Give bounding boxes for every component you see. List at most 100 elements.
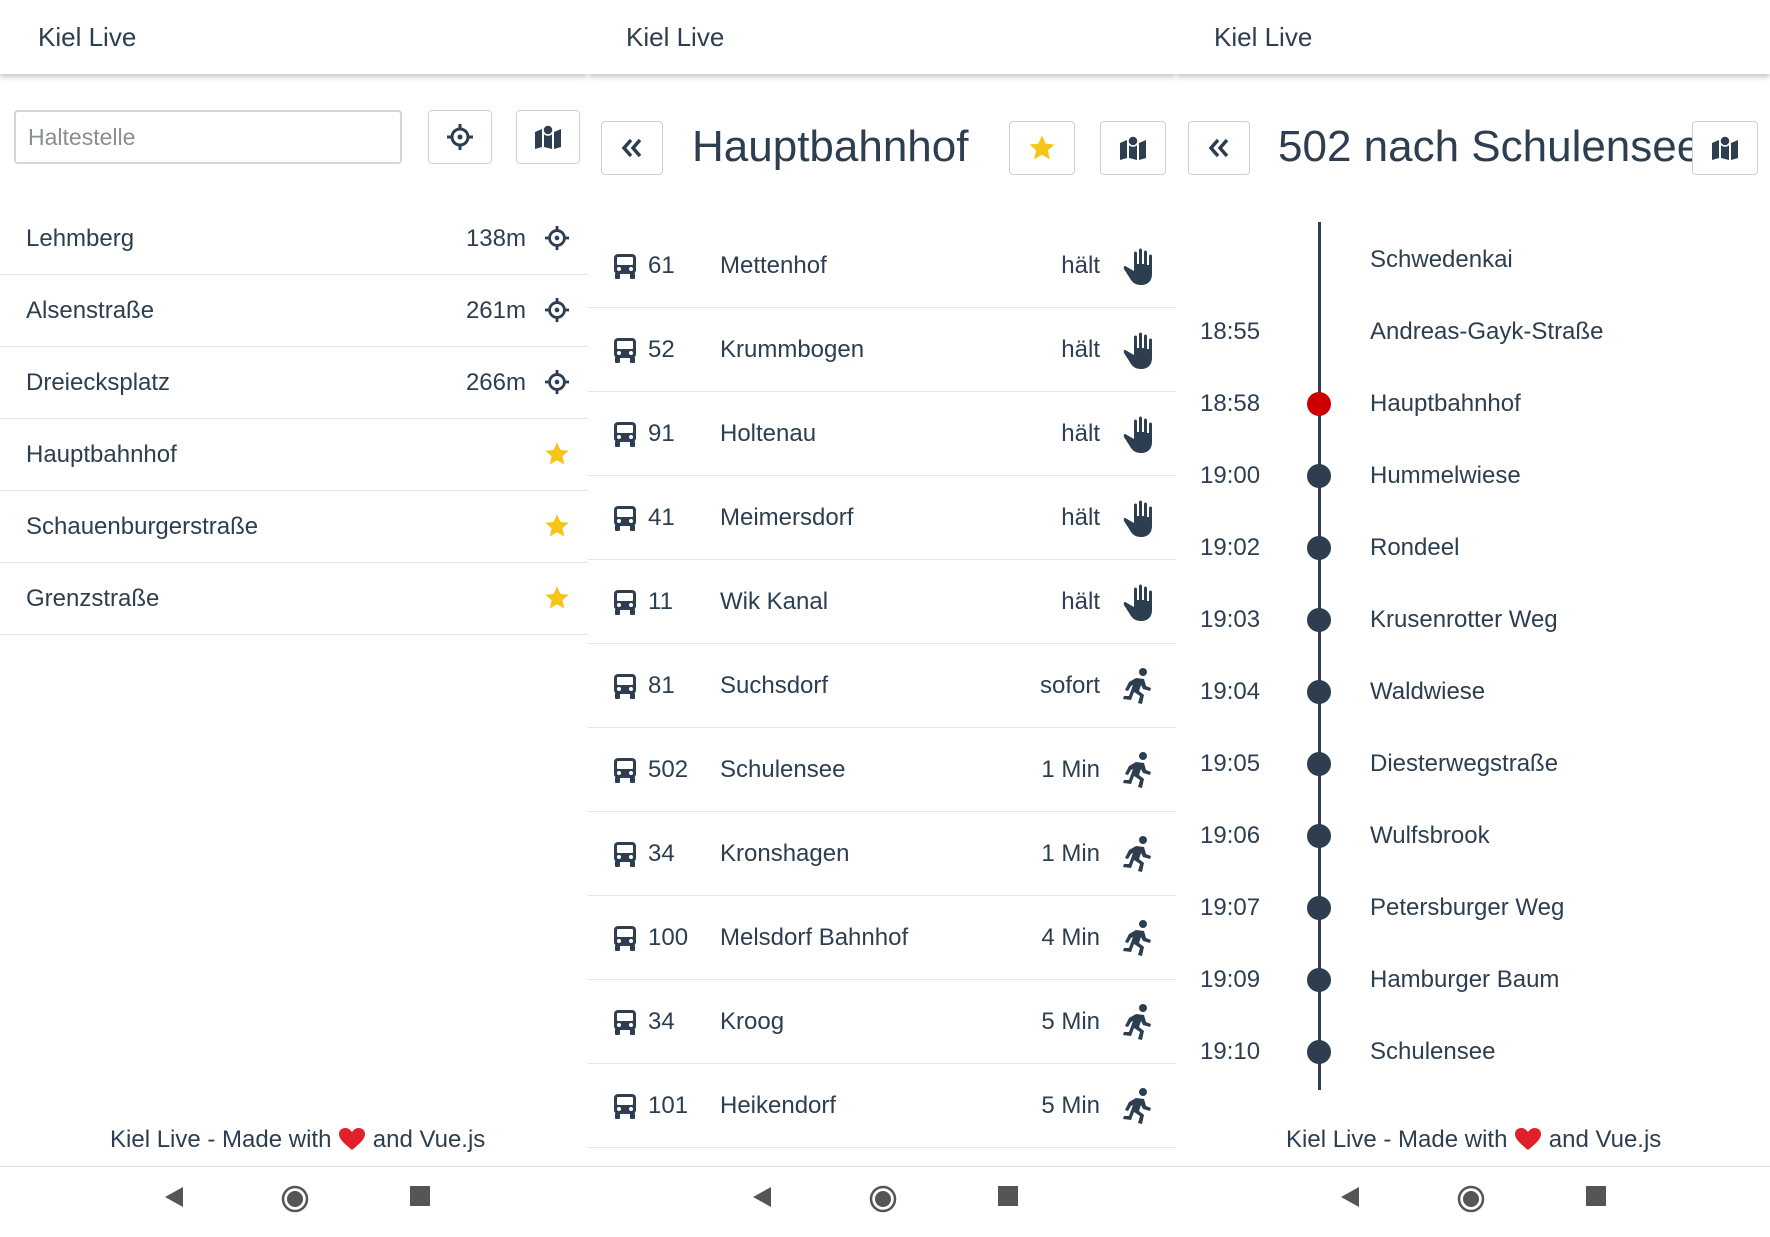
stop-marker xyxy=(1307,608,1331,632)
departure-time: 1 Min xyxy=(1041,756,1100,783)
departure-row[interactable]: 101 Heikendorf 5 Min xyxy=(588,1064,1176,1148)
timeline-line xyxy=(1318,222,1321,1090)
stop-name: Krusenrotter Weg xyxy=(1370,606,1558,633)
trip-stop-row[interactable]: 19:09 Hamburger Baum xyxy=(1176,944,1770,1016)
departure-row[interactable]: 34 Kroog 5 Min xyxy=(588,980,1176,1064)
departure-row[interactable]: 61 Mettenhof hält xyxy=(588,224,1176,308)
stop-list-item[interactable]: Grenzstraße xyxy=(0,563,588,635)
star-icon[interactable] xyxy=(544,441,570,467)
running-icon xyxy=(1118,918,1158,958)
trip-stop-row[interactable]: 19:03 Krusenrotter Weg xyxy=(1176,584,1770,656)
trip-stop-row[interactable]: Schwedenkai xyxy=(1176,224,1770,296)
favorite-button[interactable] xyxy=(1009,121,1075,175)
back-nav-icon[interactable] xyxy=(163,1185,185,1209)
locate-button[interactable] xyxy=(428,110,492,164)
bus-icon xyxy=(612,756,638,784)
departure-time: sofort xyxy=(1039,672,1100,699)
back-button[interactable] xyxy=(1188,121,1250,175)
bus-icon xyxy=(612,1092,638,1120)
hand-icon xyxy=(1118,414,1158,454)
bus-icon xyxy=(612,420,638,448)
line-number: 11 xyxy=(648,588,673,615)
trip-stop-row[interactable]: 19:00 Hummelwiese xyxy=(1176,440,1770,512)
crosshair-icon[interactable] xyxy=(544,225,570,251)
heart-icon xyxy=(339,1128,366,1150)
recents-nav-icon[interactable] xyxy=(997,1185,1019,1207)
back-nav-icon[interactable] xyxy=(751,1185,773,1209)
stop-distance: 266m xyxy=(465,369,526,396)
stop-time: 19:06 xyxy=(1200,822,1261,849)
home-nav-icon[interactable] xyxy=(281,1185,309,1213)
departure-row[interactable]: 91 Holtenau hält xyxy=(588,392,1176,476)
destination: Krummbogen xyxy=(720,336,865,363)
stop-list-item[interactable]: Lehmberg 138m xyxy=(0,203,588,275)
stop-list-item[interactable]: Alsenstraße 261m xyxy=(0,275,588,347)
stop-search-input[interactable] xyxy=(14,110,402,164)
back-button[interactable] xyxy=(601,121,663,175)
crosshair-icon[interactable] xyxy=(544,369,570,395)
trip-stop-row[interactable]: 19:07 Petersburger Weg xyxy=(1176,872,1770,944)
stop-list-item[interactable]: Hauptbahnhof xyxy=(0,419,588,491)
star-icon[interactable] xyxy=(544,513,570,539)
current-stop-marker xyxy=(1307,392,1331,416)
recents-nav-icon[interactable] xyxy=(409,1185,431,1207)
stop-name: Grenzstraße xyxy=(26,585,160,612)
map-button[interactable] xyxy=(516,110,580,164)
star-icon xyxy=(1029,135,1055,160)
line-number: 41 xyxy=(648,504,675,531)
trip-stop-row[interactable]: 19:06 Wulfsbrook xyxy=(1176,800,1770,872)
home-nav-icon[interactable] xyxy=(869,1185,897,1213)
stop-list-item[interactable]: Dreiecksplatz 266m xyxy=(0,347,588,419)
trip-stop-row[interactable]: 19:02 Rondeel xyxy=(1176,512,1770,584)
stop-name: Hamburger Baum xyxy=(1370,966,1560,993)
bus-icon xyxy=(612,1008,638,1036)
trip-stop-row[interactable]: 18:55 Andreas-Gayk-Straße xyxy=(1176,296,1770,368)
departure-row[interactable]: 34 Kronshagen 1 Min xyxy=(588,812,1176,896)
departure-row[interactable]: 502 Schulensee 1 Min xyxy=(588,728,1176,812)
line-number: 61 xyxy=(648,252,675,279)
stop-list-item[interactable]: Schauenburgerstraße xyxy=(0,491,588,563)
departure-time: hält xyxy=(1061,336,1100,363)
home-nav-icon[interactable] xyxy=(1457,1185,1485,1213)
page-title: 502 nach Schulensee xyxy=(1278,122,1702,171)
trip-stop-row[interactable]: 19:10 Schulensee xyxy=(1176,1016,1770,1088)
back-nav-icon[interactable] xyxy=(1339,1185,1361,1209)
recents-nav-icon[interactable] xyxy=(1585,1185,1607,1207)
departure-row[interactable]: 52 Krummbogen hält xyxy=(588,308,1176,392)
map-button[interactable] xyxy=(1100,121,1166,175)
trip-stop-row[interactable]: 18:58 Hauptbahnhof xyxy=(1176,368,1770,440)
footer-prefix: Kiel Live - Made with xyxy=(1286,1126,1508,1153)
android-nav-bar xyxy=(588,1166,1176,1237)
departures-screen: Kiel Live Hauptbahnhof 61 Mettenhof hält 52… xyxy=(588,0,1176,1237)
departure-row[interactable]: 41 Meimersdorf hält xyxy=(588,476,1176,560)
line-number: 100 xyxy=(648,924,689,951)
line-number: 101 xyxy=(648,1092,689,1119)
departure-row[interactable]: 81 Suchsdorf sofort xyxy=(588,644,1176,728)
page-title: Hauptbahnhof xyxy=(692,122,969,171)
map-button[interactable] xyxy=(1692,121,1758,175)
bus-icon xyxy=(612,588,638,616)
stop-time: 19:10 xyxy=(1200,1038,1261,1065)
trip-screen: Kiel Live 502 nach Schulensee Schwedenka… xyxy=(1176,0,1770,1237)
app-bar: Kiel Live xyxy=(588,0,1176,74)
stop-time: 19:05 xyxy=(1200,750,1261,777)
footer-prefix: Kiel Live - Made with xyxy=(110,1126,332,1153)
trip-stop-row[interactable]: 19:05 Diesterwegstraße xyxy=(1176,728,1770,800)
footer: Kiel Live - Made with and Vue.js xyxy=(110,1126,485,1154)
hand-icon xyxy=(1118,246,1158,286)
departure-row[interactable]: 11 Wik Kanal hält xyxy=(588,560,1176,644)
destination: Suchsdorf xyxy=(720,672,829,699)
destination: Holtenau xyxy=(720,420,817,447)
stop-marker xyxy=(1307,464,1331,488)
trip-stop-row[interactable]: 19:04 Waldwiese xyxy=(1176,656,1770,728)
departure-time: 4 Min xyxy=(1041,924,1100,951)
departure-time: hält xyxy=(1061,504,1100,531)
departure-row[interactable]: 100 Melsdorf Bahnhof 4 Min xyxy=(588,896,1176,980)
star-icon[interactable] xyxy=(544,585,570,611)
crosshair-icon[interactable] xyxy=(544,297,570,323)
running-icon xyxy=(1118,834,1158,874)
map-icon xyxy=(535,124,561,149)
destination: Kronshagen xyxy=(720,840,850,867)
footer: Kiel Live - Made with and Vue.js xyxy=(1286,1126,1661,1154)
stop-time: 19:07 xyxy=(1200,894,1261,921)
